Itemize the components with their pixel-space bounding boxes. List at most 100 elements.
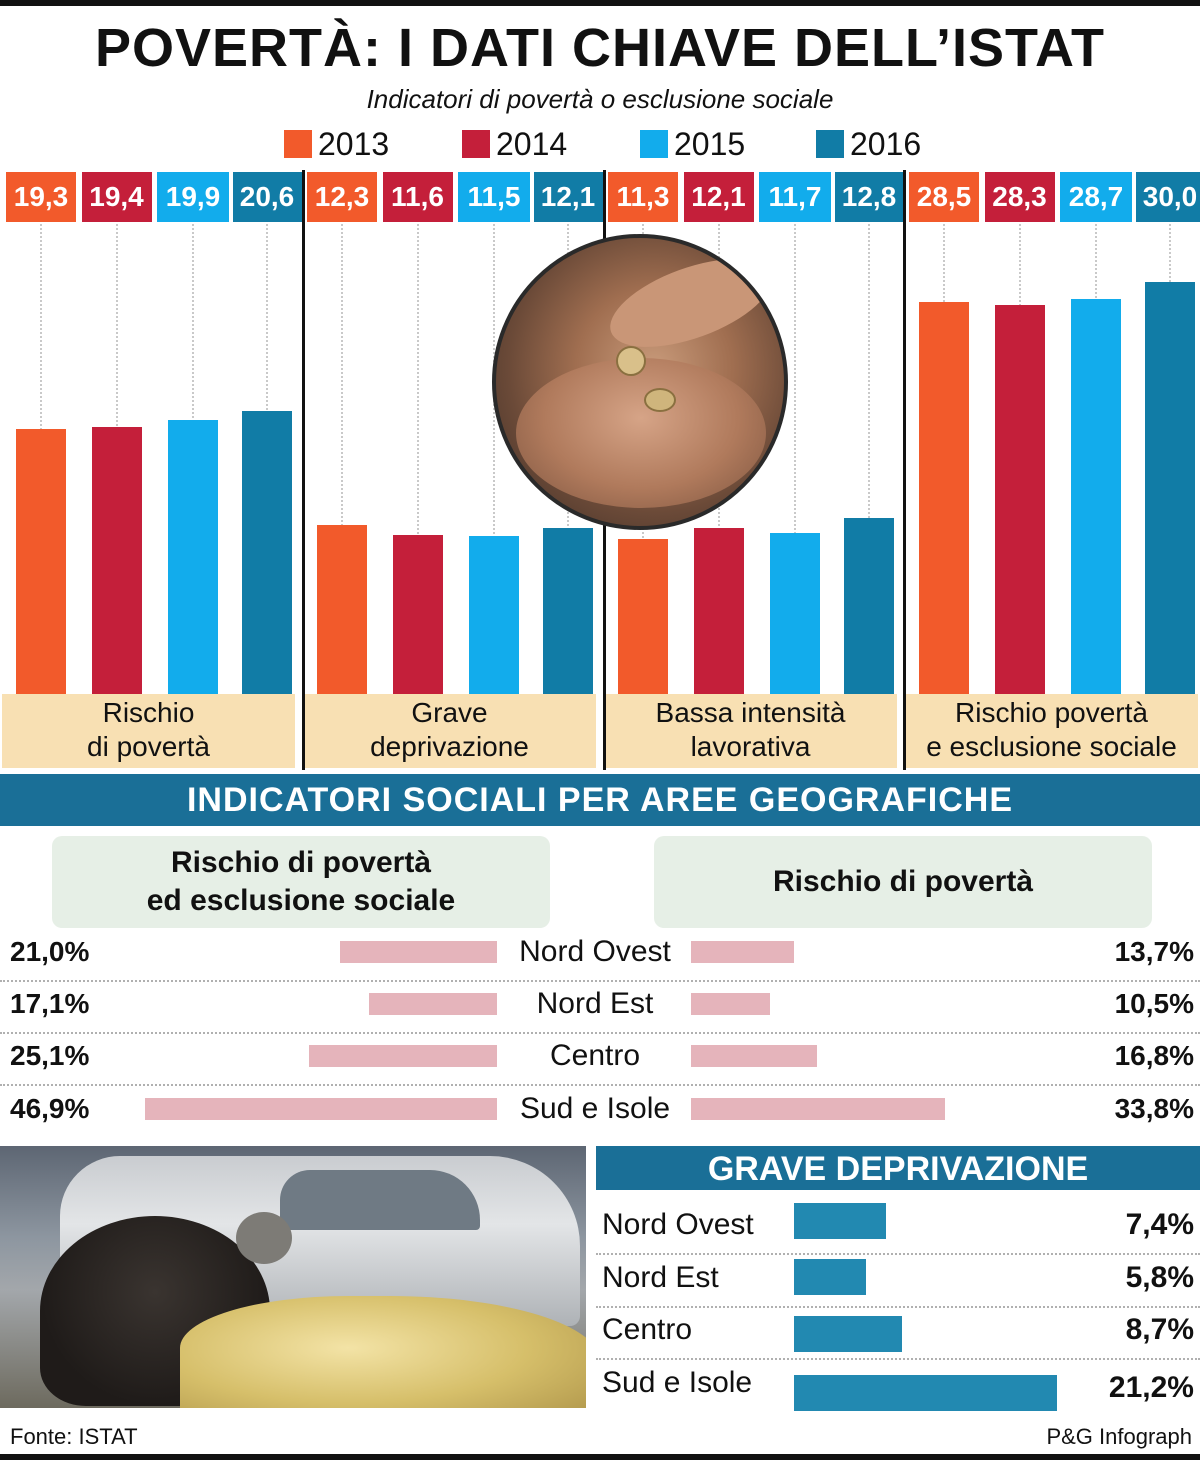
- category-label-line: di povertà: [87, 731, 210, 762]
- value-label-2016-grave-deprivazione: 12,1: [533, 172, 603, 222]
- page-title: POVERTÀ: I DATI CHIAVE DELL’ISTAT: [94, 18, 1105, 78]
- coins-in-hand-photo: [492, 234, 788, 530]
- legend-swatch-2013: [284, 130, 312, 158]
- geo-header-right: Rischio di povertà: [772, 865, 1034, 898]
- geo-bar-left-centro: [308, 1045, 497, 1067]
- category-band-bassa-intensita-lavorativa: [604, 694, 897, 768]
- category-label-rischio-poverta-e-esclusione-sociale: Rischio povertà e esclusione sociale: [905, 696, 1198, 768]
- coin-shape: [616, 346, 646, 376]
- category-band-rischio-di-poverta: [2, 694, 295, 768]
- dep-value-sud-e-isole: 21,2%: [1108, 1371, 1194, 1404]
- bar-2015-rischio-poverta-e-esclusione-sociale: [1071, 299, 1121, 694]
- geo-left-value-centro: 25,1%: [10, 1040, 90, 1071]
- category-label-line: Bassa intensità: [655, 697, 846, 728]
- dep-row-separator: [596, 1306, 1200, 1308]
- group-divider: [903, 170, 906, 770]
- geo-header-left-line2: ed esclusione sociale: [146, 884, 456, 917]
- bar-2015-grave-deprivazione: [469, 535, 519, 694]
- category-label-line: Grave: [411, 697, 488, 728]
- bar-2014-rischio-poverta-e-esclusione-sociale: [994, 304, 1045, 694]
- geo-bar-left-nord-est: [368, 993, 497, 1015]
- geo-row-label-centro: Centro: [549, 1039, 641, 1072]
- guide-line: [868, 224, 870, 694]
- category-label-grave-deprivazione: Grave deprivazione: [303, 696, 596, 768]
- car-window-shape: [280, 1170, 480, 1230]
- category-band-rischio-poverta-e-esclusione-sociale: [905, 694, 1198, 768]
- value-label-2015-rischio-di-poverta: 19,9: [157, 172, 229, 222]
- value-label-2016-rischio-di-poverta: 20,6: [232, 172, 302, 222]
- dep-value-nord-ovest: 7,4%: [1125, 1208, 1194, 1241]
- value-label-2013-grave-deprivazione: 12,3: [307, 172, 377, 222]
- coin-shape: [644, 388, 676, 412]
- bar-2013-grave-deprivazione: [317, 524, 367, 694]
- bags-shape: [180, 1296, 586, 1408]
- value-label-2013-bassa-intensita-lavorativa: 11,3: [608, 172, 678, 222]
- bar-2016-grave-deprivazione: [543, 527, 593, 694]
- value-label-2014-bassa-intensita-lavorativa: 12,1: [683, 172, 754, 222]
- dep-row-separator: [596, 1253, 1200, 1255]
- dep-bar-nord-ovest: [794, 1203, 886, 1239]
- bar-2016-rischio-di-poverta: [242, 410, 292, 694]
- geo-right-value-nord-ovest: 13,7%: [1114, 936, 1194, 967]
- legend-item-2015: 2015: [640, 124, 745, 164]
- geo-bar-right-nord-est: [691, 993, 770, 1015]
- legend-item-2016: 2016: [816, 124, 921, 164]
- value-label-2016-rischio-poverta-e-esclusione-sociale: 30,0: [1135, 172, 1200, 222]
- geo-header-right-box: [654, 836, 1152, 928]
- legend-label-2013: 2013: [318, 126, 390, 162]
- geo-right-value-sud-e-isole: 33,8%: [1114, 1093, 1194, 1124]
- geo-bar-left-sud-e-isole: [145, 1098, 497, 1120]
- value-label-2014-rischio-poverta-e-esclusione-sociale: 28,3: [984, 172, 1055, 222]
- bar-2013-rischio-poverta-e-esclusione-sociale: [919, 302, 969, 694]
- category-label-rischio-di-poverta: Rischio di povertà: [2, 696, 295, 768]
- dep-row-separator: [596, 1358, 1200, 1360]
- geo-bar-right-sud-e-isole: [691, 1098, 945, 1120]
- top-rule: [0, 0, 1200, 6]
- geo-left-value-sud-e-isole: 46,9%: [10, 1093, 90, 1124]
- category-label-line: e esclusione sociale: [926, 731, 1177, 762]
- legend-swatch-2015: [640, 130, 668, 158]
- value-label-2015-rischio-poverta-e-esclusione-sociale: 28,7: [1060, 172, 1132, 222]
- dep-row-label-nord-ovest: Nord Ovest: [602, 1208, 754, 1241]
- category-label-line: deprivazione: [370, 731, 529, 762]
- bar-2015-bassa-intensita-lavorativa: [770, 533, 820, 694]
- value-label-2013-rischio-di-poverta: 19,3: [6, 172, 76, 222]
- geo-bar-right-nord-ovest: [691, 941, 794, 963]
- value-label-2016-bassa-intensita-lavorativa: 12,8: [834, 172, 904, 222]
- geo-bar-right-centro: [691, 1045, 817, 1067]
- man-head-shape: [236, 1212, 292, 1264]
- dep-bar-centro: [794, 1316, 902, 1352]
- source-note: Fonte: ISTAT: [10, 1424, 138, 1449]
- credit-note: P&G Infograph: [1046, 1424, 1192, 1449]
- dep-section-title: GRAVE DEPRIVAZIONE: [707, 1150, 1089, 1188]
- man-searching-bags-photo: [0, 1146, 586, 1408]
- bar-2014-bassa-intensita-lavorativa: [693, 527, 744, 694]
- legend-swatch-2014: [462, 130, 490, 158]
- bar-2013-rischio-di-poverta: [16, 428, 66, 694]
- dep-value-nord-est: 5,8%: [1125, 1261, 1194, 1294]
- category-band-grave-deprivazione: [303, 694, 596, 768]
- legend-swatch-2016: [816, 130, 844, 158]
- value-label-2014-rischio-di-poverta: 19,4: [81, 172, 152, 222]
- row-separator: [0, 980, 1200, 982]
- hand-shape: [516, 358, 766, 508]
- guide-line: [416, 224, 419, 694]
- value-label-2014-grave-deprivazione: 11,6: [382, 172, 453, 222]
- bar-2015-rischio-di-poverta: [168, 420, 218, 694]
- legend-label-2015: 2015: [674, 126, 746, 162]
- dep-value-centro: 8,7%: [1125, 1313, 1194, 1346]
- geo-right-value-centro: 16,8%: [1114, 1040, 1194, 1071]
- geo-header-left: Rischio di povertà ed esclusione sociale: [52, 836, 550, 928]
- group-divider: [302, 170, 305, 770]
- page-subtitle: Indicatori di povertà o esclusione socia…: [366, 84, 834, 114]
- geo-left-value-nord-ovest: 21,0%: [10, 936, 90, 967]
- guide-line: [341, 224, 343, 694]
- category-label-bassa-intensita-lavorativa: Bassa intensità lavorativa: [604, 696, 897, 768]
- geo-row-label-nord-ovest: Nord Ovest: [519, 935, 671, 968]
- legend: 2013 2014 2015 2016: [0, 124, 1200, 164]
- legend-label-2016: 2016: [850, 126, 922, 162]
- legend-item-2014: 2014: [462, 124, 567, 164]
- geo-bar-left-nord-ovest: [339, 941, 497, 963]
- dep-bar-nord-est: [794, 1259, 866, 1295]
- bar-2014-grave-deprivazione: [392, 534, 443, 694]
